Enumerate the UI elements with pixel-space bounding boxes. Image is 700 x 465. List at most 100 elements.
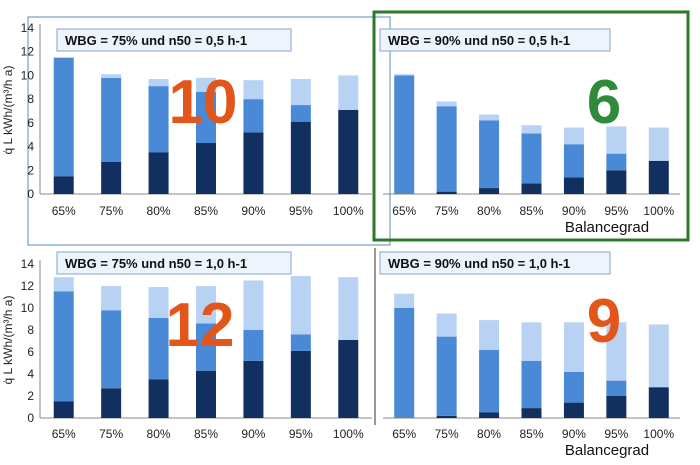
x-tick-label: 75% xyxy=(99,427,123,441)
bar-segment-top xyxy=(436,101,457,107)
bar-segment-top xyxy=(148,287,169,318)
bar-segment-bottom xyxy=(196,143,216,194)
bar-segment-top xyxy=(521,125,542,134)
bar-segment-middle xyxy=(394,308,415,418)
bar-segment-bottom xyxy=(243,360,264,418)
x-tick-label: 90% xyxy=(562,427,586,441)
bar-segment-top xyxy=(196,77,216,93)
y-tick-label: 10 xyxy=(21,68,35,82)
bar-segment-bottom xyxy=(338,339,359,418)
bar-segment-top xyxy=(563,127,584,145)
bar-segment-bottom xyxy=(148,379,169,418)
x-tick-label: 75% xyxy=(99,204,123,218)
bar-segment-top xyxy=(101,74,122,78)
bar-segment-middle xyxy=(196,92,216,144)
bar-segment-middle xyxy=(606,153,627,171)
bar-segment-middle xyxy=(606,380,627,396)
rating-badge: 12 xyxy=(166,291,235,360)
bar-segment-top xyxy=(196,286,216,324)
x-tick-label: 85% xyxy=(194,204,218,218)
x-tick-label: 100% xyxy=(643,427,674,441)
bar-segment-top xyxy=(394,74,415,76)
bar-segment-top xyxy=(338,277,359,340)
bar-segment-top xyxy=(243,80,264,100)
panel-title-box xyxy=(56,251,292,275)
bar-segment-top xyxy=(148,78,169,87)
bar-segment-bottom xyxy=(606,396,627,418)
bar-segment-top xyxy=(243,280,264,330)
bar-segment-bottom xyxy=(436,191,457,194)
bar-segment-top xyxy=(290,78,311,106)
panel-title: WBG = 90% und n50 = 0,5 h-1 xyxy=(388,33,570,48)
x-tick-label: 85% xyxy=(194,427,218,441)
bar-segment-top xyxy=(606,126,627,154)
y-tick-label: 14 xyxy=(21,257,35,271)
bar-segment-top xyxy=(53,277,74,292)
x-tick-label: 65% xyxy=(52,427,76,441)
highlight-frame xyxy=(372,10,690,242)
x-tick-label: 85% xyxy=(519,427,543,441)
x-tick-label: 75% xyxy=(435,204,459,218)
x-tick-label: 100% xyxy=(643,204,674,218)
x-tick-label: 95% xyxy=(604,427,628,441)
panel-frame xyxy=(27,16,391,246)
bar-segment-top xyxy=(606,322,627,381)
x-tick-label: 80% xyxy=(147,427,171,441)
bar-segment-middle xyxy=(521,360,542,409)
bar-segment-top xyxy=(101,286,122,311)
chart-panel-2: 65% 75% 80% 85% 90% 95% 100% WBG = 90% und n50 … xyxy=(372,10,690,242)
y-tick-label: 0 xyxy=(27,411,34,425)
bar-segment-middle xyxy=(101,77,122,162)
bar-segment-top xyxy=(479,114,500,121)
bar-segment-bottom xyxy=(53,176,74,194)
bar-segment-bottom xyxy=(648,160,669,194)
bar-segment-bottom xyxy=(101,388,122,418)
panel-title: WBG = 75% und n50 = 1,0 h-1 xyxy=(65,256,247,271)
x-tick-label: 90% xyxy=(241,427,265,441)
bar-segment-middle xyxy=(53,57,74,177)
bar-segment-middle xyxy=(563,144,584,178)
bar-segment-middle xyxy=(479,120,500,189)
bar-segment-middle xyxy=(290,334,311,351)
y-axis-label: q̇ L kWh/(m³/h a) xyxy=(1,296,15,385)
rating-badge: 10 xyxy=(169,68,238,137)
bar-segment-bottom xyxy=(338,109,359,194)
bar-segment-middle xyxy=(53,291,74,402)
bar-segment-bottom xyxy=(606,170,627,194)
bar-segment-middle xyxy=(521,133,542,184)
x-tick-label: 90% xyxy=(241,204,265,218)
x-tick-label: 100% xyxy=(333,427,364,441)
bar-segment-bottom xyxy=(196,370,216,418)
rating-badge: 6 xyxy=(587,68,621,137)
x-tick-label: 75% xyxy=(435,427,459,441)
bar-segment-bottom xyxy=(290,121,311,194)
bar-segment-middle xyxy=(479,349,500,413)
y-tick-label: 6 xyxy=(27,345,34,359)
panel-title-box xyxy=(379,251,611,275)
bar-segment-top xyxy=(338,75,359,110)
bar-segment-bottom xyxy=(148,152,169,194)
y-tick-label: 10 xyxy=(21,301,35,315)
bar-segment-bottom xyxy=(101,161,122,194)
x-tick-label: 95% xyxy=(289,427,313,441)
bar-segment-bottom xyxy=(436,415,457,418)
bar-segment-top xyxy=(563,322,584,372)
bar-segment-bottom xyxy=(521,408,542,418)
bar-segment-bottom xyxy=(648,387,669,418)
bar-segment-bottom xyxy=(243,132,264,194)
bar-segment-middle xyxy=(243,99,264,133)
x-tick-label: 100% xyxy=(333,204,364,218)
y-tick-label: 8 xyxy=(27,323,34,337)
y-tick-label: 4 xyxy=(27,140,34,154)
bar-segment-middle xyxy=(394,75,415,194)
bar-segment-top xyxy=(648,324,669,388)
bar-segment-bottom xyxy=(521,183,542,194)
y-tick-label: 14 xyxy=(21,21,35,35)
bar-segment-top xyxy=(290,276,311,335)
x-tick-label: 95% xyxy=(604,204,628,218)
bar-segment-top xyxy=(648,127,669,161)
bar-segment-middle xyxy=(101,310,122,389)
x-tick-label: 65% xyxy=(52,204,76,218)
bar-segment-bottom xyxy=(479,412,500,418)
